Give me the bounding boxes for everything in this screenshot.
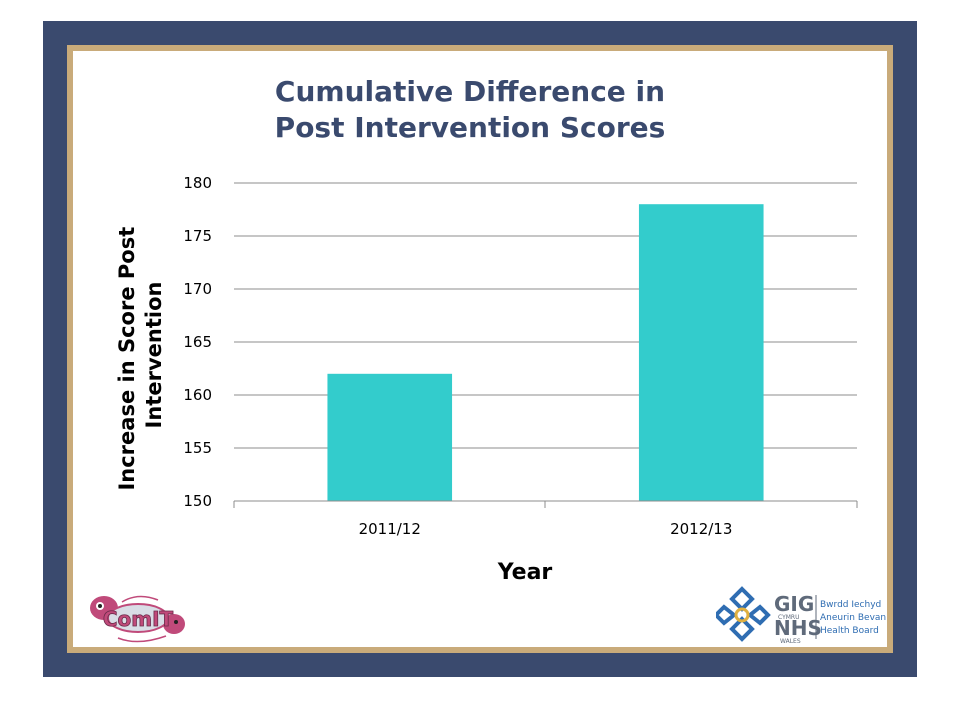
y-axis-title-line-1: Increase in Score Post	[115, 227, 139, 491]
comit-logo: ComIT	[82, 580, 192, 650]
comit-logo-icon: ComIT	[90, 595, 185, 643]
nhs-logo-nhs: NHS	[774, 616, 822, 640]
y-tick-labels: 150 155 160 165 170 175 180	[183, 174, 212, 510]
celtic-knot-icon	[713, 586, 771, 642]
nhs-wales-logo-icon: GIG CYMRU NHS WALES Bwrdd Iechyd Aneurin…	[713, 586, 886, 645]
y-tick-label: 180	[183, 174, 212, 192]
nhs-logo-wales: WALES	[780, 638, 801, 645]
x-axis-title: Year	[497, 560, 553, 585]
y-axis-title-line-2: Intervention	[142, 282, 166, 429]
nhs-wales-logo: GIG CYMRU NHS WALES Bwrdd Iechyd Aneurin…	[713, 585, 898, 645]
x-tick-label: 2012/13	[670, 520, 732, 538]
y-axis-title: Increase in Score Post Intervention	[115, 219, 166, 490]
y-tick-label: 165	[183, 333, 212, 351]
x-tick-labels: 2011/12 2012/13	[359, 520, 733, 538]
bar-2011-12	[327, 373, 453, 501]
chart-title-line-2: Post Intervention Scores	[274, 111, 666, 144]
chart-title-line-1: Cumulative Difference in	[274, 75, 666, 108]
nhs-logo-cymru: CYMRU	[778, 614, 800, 621]
chart-title: Cumulative Difference in Post Interventi…	[150, 74, 790, 146]
board-name-line-3: Health Board	[820, 626, 879, 636]
axes	[233, 500, 858, 508]
comit-logo-text: ComIT	[103, 607, 174, 631]
y-tick-label: 160	[183, 386, 212, 404]
nhs-logo-gig: GIG	[774, 592, 814, 616]
y-tick-label: 150	[183, 492, 212, 510]
y-tick-label: 155	[183, 439, 212, 457]
board-name-line-2: Aneurin Bevan	[820, 613, 886, 623]
bar-2012-13	[638, 204, 764, 501]
bars	[327, 204, 764, 501]
y-tick-label: 170	[183, 280, 212, 298]
y-tick-label: 175	[183, 227, 212, 245]
x-tick-label: 2011/12	[359, 520, 421, 538]
board-name-line-1: Bwrdd Iechyd	[820, 600, 881, 610]
